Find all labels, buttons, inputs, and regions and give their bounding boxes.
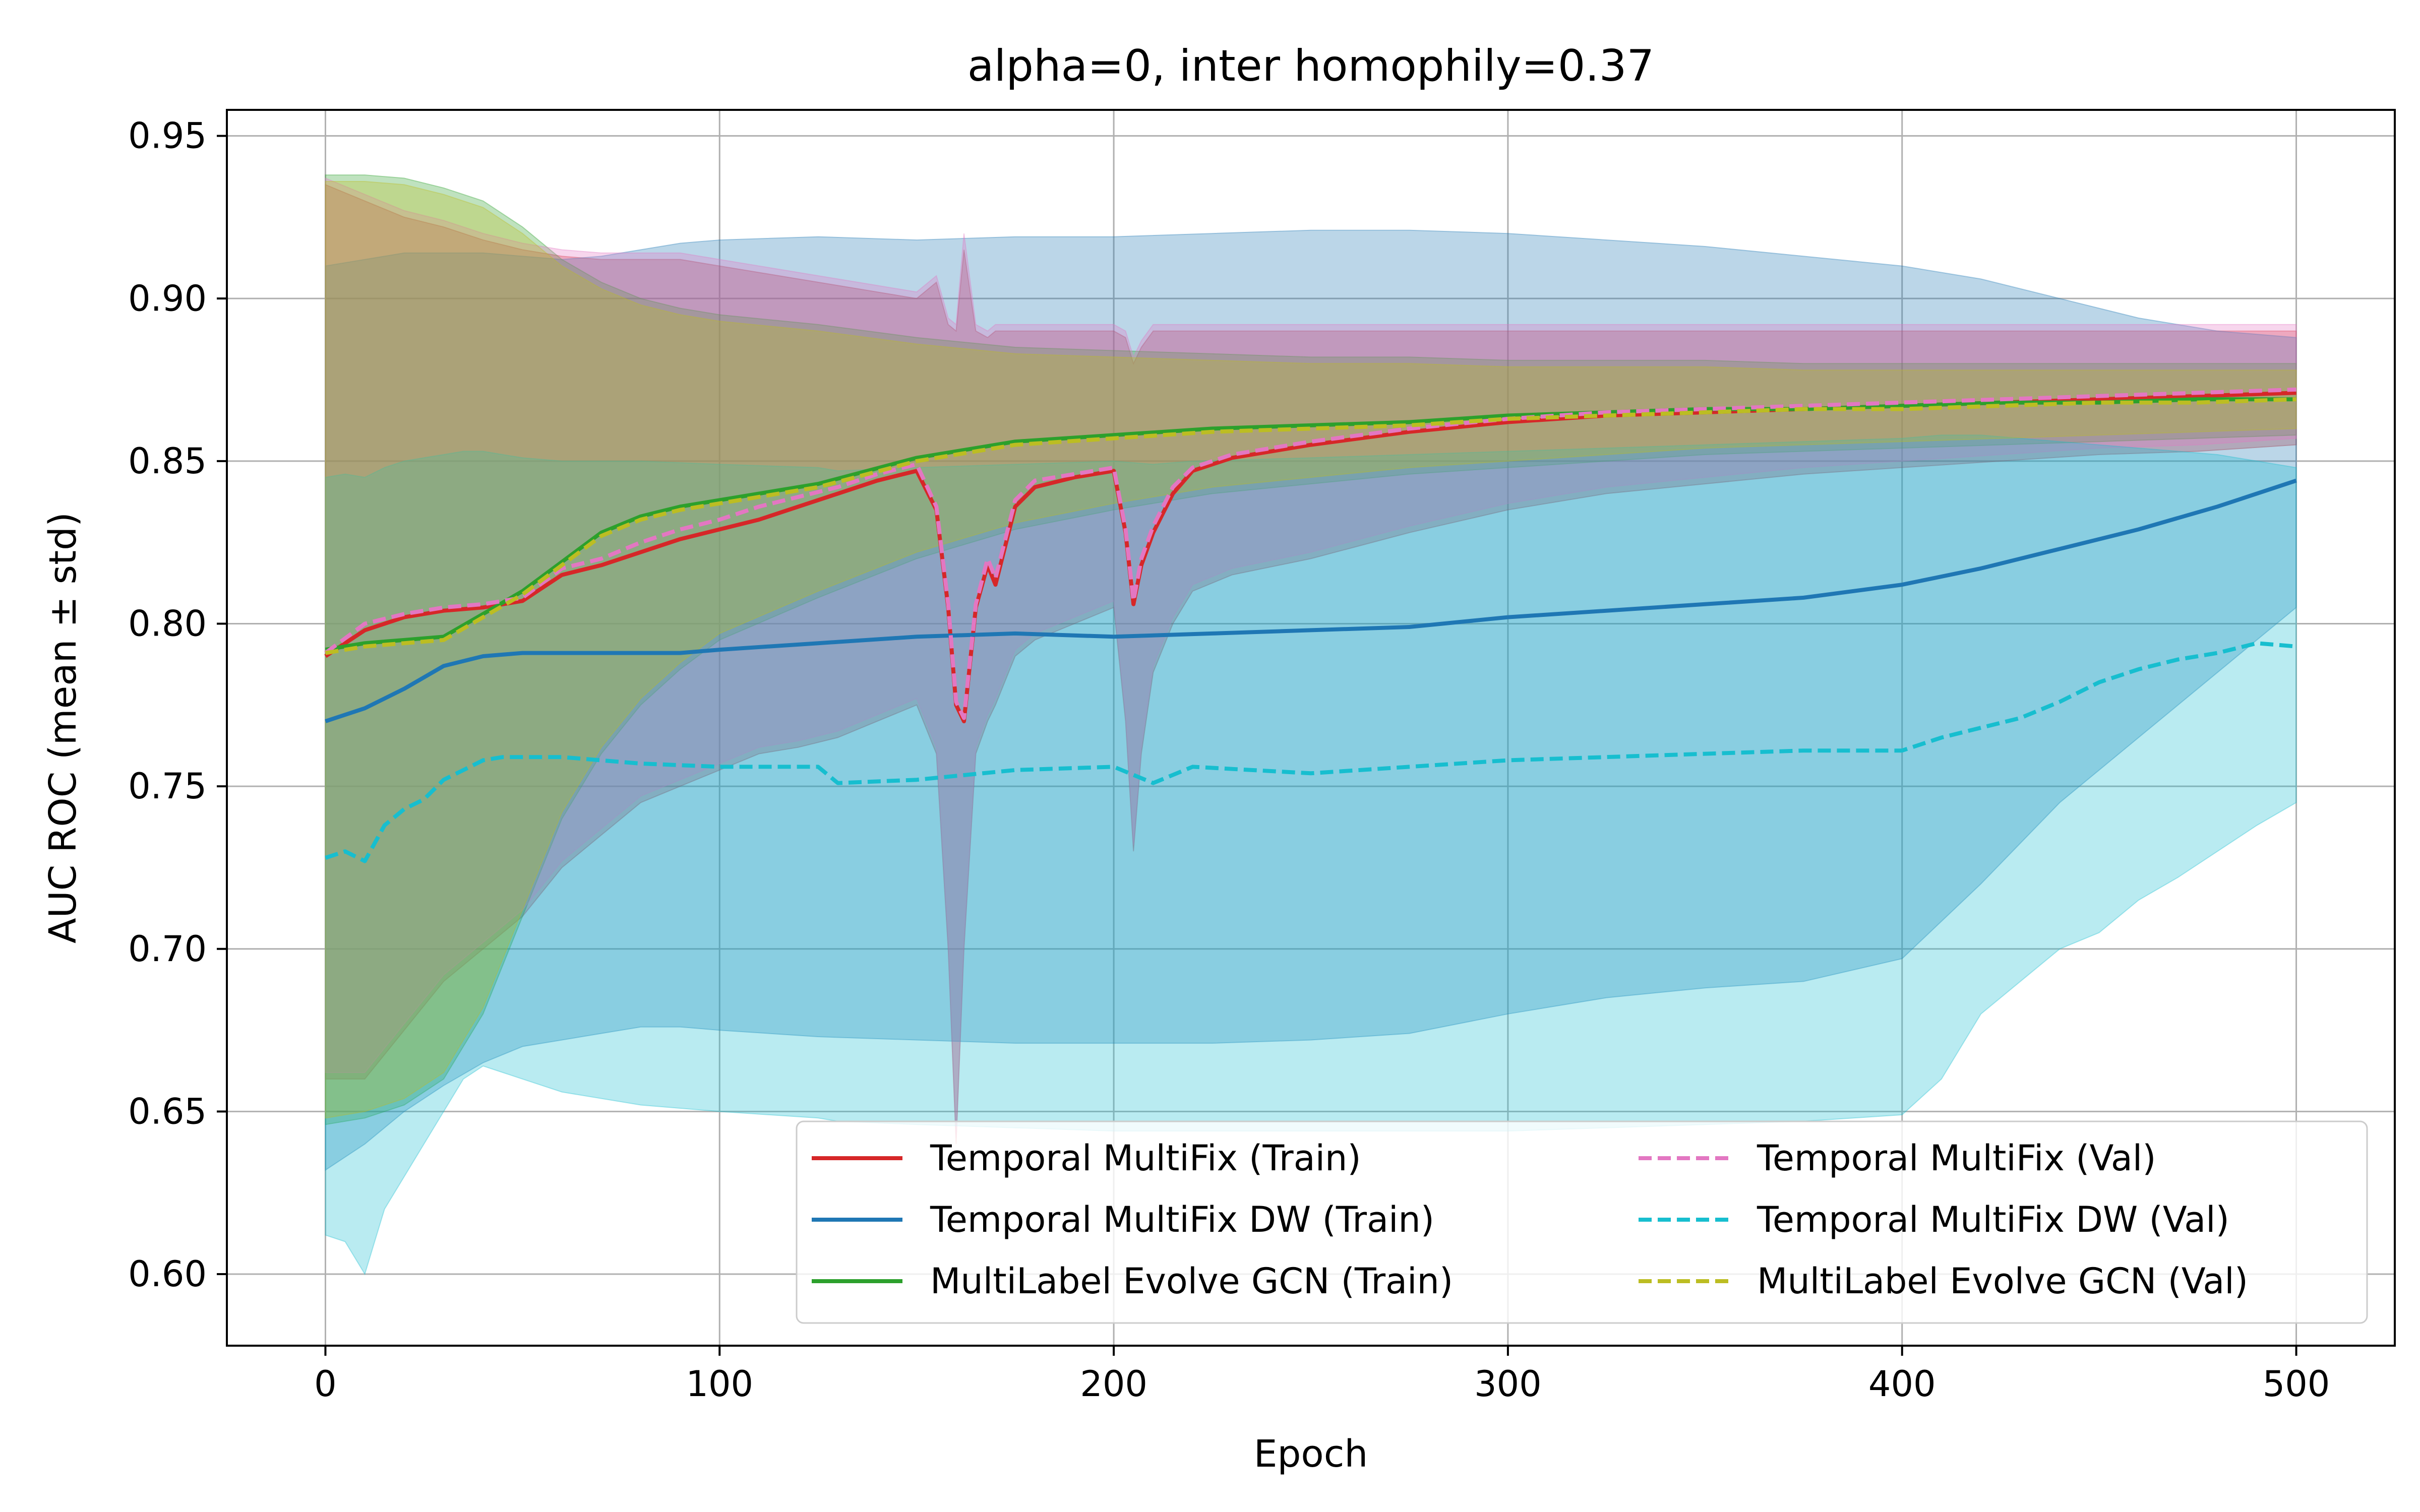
plot-frame bbox=[226, 109, 2396, 1347]
y-axis-ticks: 0.60 0.65 0.70 0.75 0.80 0.85 0.90 0.95 bbox=[128, 115, 227, 1295]
y-tick-label: 0.90 bbox=[128, 278, 207, 319]
y-tick-label: 0.70 bbox=[128, 928, 207, 970]
std-band bbox=[325, 174, 2297, 1125]
series-line bbox=[325, 397, 2296, 652]
y-tick-label: 0.85 bbox=[128, 440, 207, 482]
y-tick-label: 0.95 bbox=[128, 115, 207, 157]
std-band bbox=[325, 183, 2297, 1144]
std-band bbox=[325, 177, 2297, 1138]
std-band bbox=[325, 229, 2297, 1171]
y-tick-label: 0.75 bbox=[128, 766, 207, 807]
y-axis-label: AUC ROC (mean ± std) bbox=[41, 512, 85, 943]
legend: Temporal MultiFix (Train) Temporal MultiF… bbox=[796, 1120, 2368, 1324]
legend-label: Temporal MultiFix DW (Val) bbox=[1757, 1199, 2229, 1240]
x-tick-label: 200 bbox=[1080, 1363, 1147, 1405]
x-axis-label: Epoch bbox=[1254, 1432, 1368, 1476]
std-bands bbox=[325, 174, 2297, 1276]
series-line bbox=[325, 397, 2296, 655]
mean-lines bbox=[324, 387, 2297, 863]
x-axis-ticks: 0 100 200 300 400 500 bbox=[314, 1346, 2330, 1405]
y-tick-label: 0.60 bbox=[128, 1253, 207, 1295]
grid-lines bbox=[227, 110, 2395, 1346]
std-band bbox=[325, 181, 2297, 1119]
x-tick-label: 300 bbox=[1474, 1363, 1542, 1405]
y-tick-label: 0.80 bbox=[128, 603, 207, 645]
legend-label: MultiLabel Evolve GCN (Train) bbox=[930, 1261, 1453, 1302]
x-tick-label: 500 bbox=[2263, 1363, 2330, 1405]
series-line bbox=[325, 641, 2296, 863]
chart-title: alpha=0, inter homophily=0.37 bbox=[967, 41, 1654, 91]
legend-label: Temporal MultiFix (Train) bbox=[930, 1138, 1361, 1179]
x-tick-label: 100 bbox=[686, 1363, 753, 1405]
legend-box bbox=[796, 1120, 2368, 1324]
x-tick-label: 400 bbox=[1868, 1363, 1936, 1405]
y-tick-label: 0.65 bbox=[128, 1091, 207, 1132]
series-line bbox=[325, 478, 2297, 723]
legend-label: Temporal MultiFix DW (Train) bbox=[930, 1199, 1434, 1240]
legend-label: Temporal MultiFix (Val) bbox=[1757, 1138, 2156, 1179]
series-line bbox=[324, 387, 2296, 720]
x-tick-label: 0 bbox=[314, 1363, 337, 1405]
legend-label: MultiLabel Evolve GCN (Val) bbox=[1757, 1261, 2248, 1302]
